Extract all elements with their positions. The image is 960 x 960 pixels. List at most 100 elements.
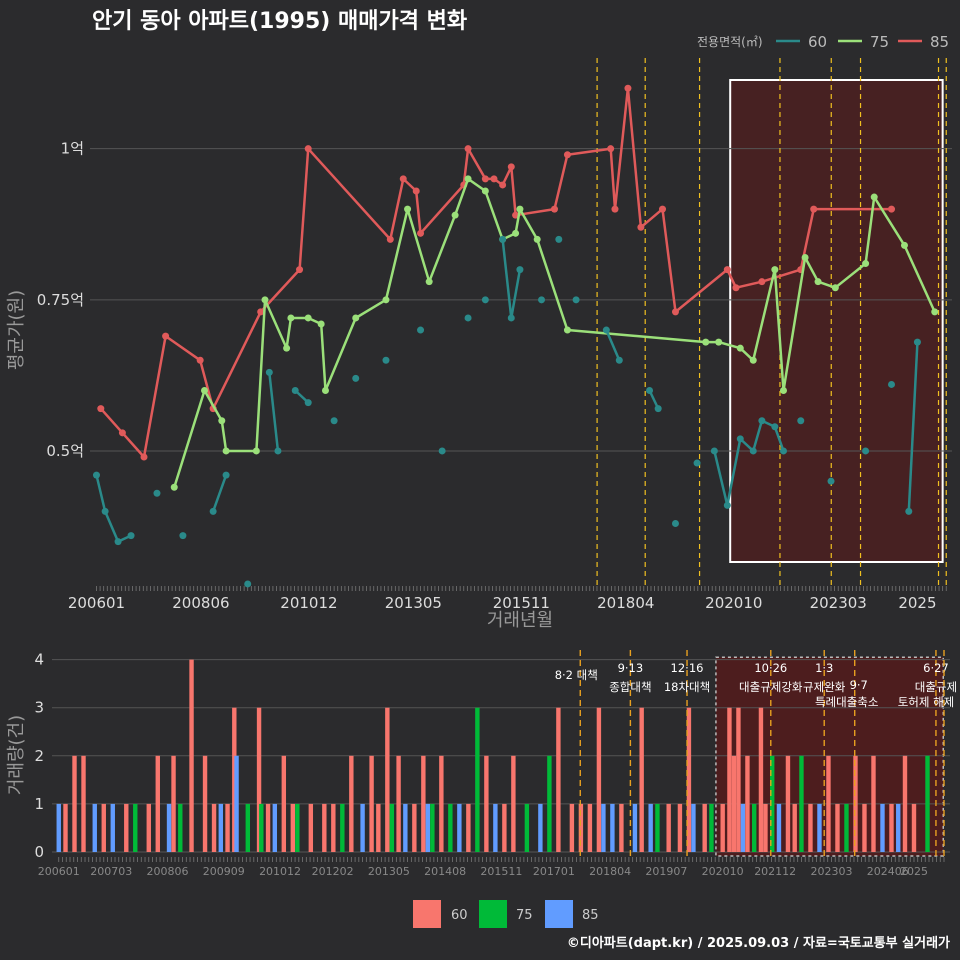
volume-bar-75 [655, 803, 660, 852]
volume-bar-60 [556, 707, 561, 852]
volume-bar-75 [259, 803, 264, 852]
data-point-75 [814, 278, 822, 286]
volume-bar-60 [686, 707, 692, 852]
data-point-85 [671, 308, 679, 316]
x-tick-label: 201511 [493, 594, 550, 612]
volume-y-tick-label: 4 [34, 651, 44, 669]
volume-bar-85 [880, 803, 885, 852]
event-label-detail: 종합대책 [609, 680, 651, 694]
volume-bar-60 [889, 803, 894, 852]
data-point-60 [749, 447, 757, 455]
legend-label-75: 75 [870, 33, 889, 51]
volume-bar-60 [596, 707, 602, 852]
data-point-60 [779, 447, 787, 455]
data-point-85 [659, 205, 667, 213]
data-point-60 [179, 532, 187, 540]
volume-bar-60 [911, 803, 917, 852]
data-point-85 [550, 205, 558, 213]
volume-panel: 0 1 2 3 4 8·2 대책 9·13 종합대책 12·16 18차대책 10·26 대출규제강화… [34, 650, 957, 878]
volume-bar-60 [619, 803, 624, 852]
x-axis-label: 거래년월 [487, 610, 553, 631]
volume-x-tick-label: 202112 [754, 865, 796, 878]
volume-bar-85 [632, 803, 638, 852]
volume-bar-85 [896, 803, 901, 852]
data-point-85 [162, 332, 170, 340]
data-point-60 [101, 507, 109, 515]
data-point-60 [481, 296, 489, 304]
data-point-85 [490, 175, 498, 183]
series-segment-60 [211, 474, 228, 512]
data-point-60 [153, 489, 161, 497]
data-point-85 [118, 429, 126, 437]
data-point-75 [218, 417, 226, 425]
data-point-75 [283, 344, 291, 352]
x-tick-label: 2025 [898, 594, 936, 612]
chart-title: 안기 동아 아파트(1995) 매매가격 변화 [92, 9, 467, 34]
volume-bar-60 [155, 755, 160, 852]
volume-x-tick-label: 202406 [867, 865, 909, 878]
volume-bar-75 [245, 803, 251, 852]
volume-bar-75 [133, 803, 138, 852]
volume-bar-60 [81, 755, 86, 852]
volume-bar-85 [817, 803, 822, 852]
volume-bar-75 [389, 803, 395, 852]
data-point-85 [140, 453, 148, 461]
volume-x-tick-label: 2025 [900, 865, 928, 878]
volume-bar-60 [763, 803, 768, 852]
volume-bar-60 [639, 707, 644, 852]
volume-bar-60 [211, 803, 217, 852]
legend-bottom-label-85: 85 [582, 908, 599, 923]
volume-bar-85 [272, 803, 278, 852]
data-point-60 [222, 471, 230, 479]
data-point-60 [352, 374, 360, 382]
volume-bar-60 [826, 755, 831, 852]
volume-bar-85 [92, 803, 97, 852]
data-point-75 [222, 447, 230, 455]
x-tick-label: 202010 [705, 594, 762, 612]
volume-bar-75 [751, 803, 757, 852]
data-point-75 [801, 254, 809, 261]
volume-bar-60 [202, 755, 208, 852]
volume-bar-60 [702, 803, 707, 852]
data-point-75 [404, 205, 412, 213]
volume-bar-60 [124, 803, 129, 852]
volume-bar-60 [502, 803, 507, 852]
legend-swatch-75 [479, 900, 507, 928]
data-point-60 [572, 296, 580, 304]
data-point-60 [797, 417, 805, 425]
data-point-60 [209, 507, 217, 515]
legend-title: 전용면적(㎡) [697, 35, 763, 49]
volume-x-tick-label: 201804 [589, 865, 631, 878]
data-point-60 [710, 447, 718, 455]
data-point-85 [507, 163, 515, 171]
volume-y-tick-label: 2 [34, 747, 44, 765]
volume-bar-60 [736, 707, 741, 852]
data-point-85 [196, 356, 204, 364]
data-point-75 [862, 260, 870, 268]
data-point-60 [114, 538, 122, 546]
volume-bar-85 [234, 755, 239, 852]
volume-bar-60 [349, 755, 354, 852]
event-label-detail: 특례대출축소 [815, 695, 878, 709]
volume-bar-60 [385, 707, 390, 852]
event-label-detail: 대출규제 [915, 680, 957, 694]
source-credit: ©디아파트(dapt.kr) / 2025.09.03 / 자료=국토교통부 실… [567, 935, 950, 951]
data-point-60 [304, 399, 312, 407]
volume-bar-60 [146, 803, 151, 852]
volume-bar-60 [101, 803, 106, 852]
data-point-75 [715, 338, 723, 346]
data-point-75 [425, 278, 433, 286]
volume-bar-60 [731, 755, 737, 852]
data-point-85 [732, 284, 740, 292]
data-point-75 [736, 344, 744, 352]
volume-bar-85 [457, 803, 462, 852]
event-label-detail: 대출규제강화 [739, 680, 803, 694]
data-point-85 [412, 187, 420, 195]
data-point-60 [555, 235, 563, 243]
data-point-75 [170, 483, 178, 491]
volume-bar-85 [425, 803, 431, 852]
volume-x-tick-label: 201701 [533, 865, 575, 878]
data-point-85 [624, 84, 632, 92]
volume-bar-60 [63, 803, 68, 852]
volume-x-tick-label: 201202 [312, 865, 354, 878]
